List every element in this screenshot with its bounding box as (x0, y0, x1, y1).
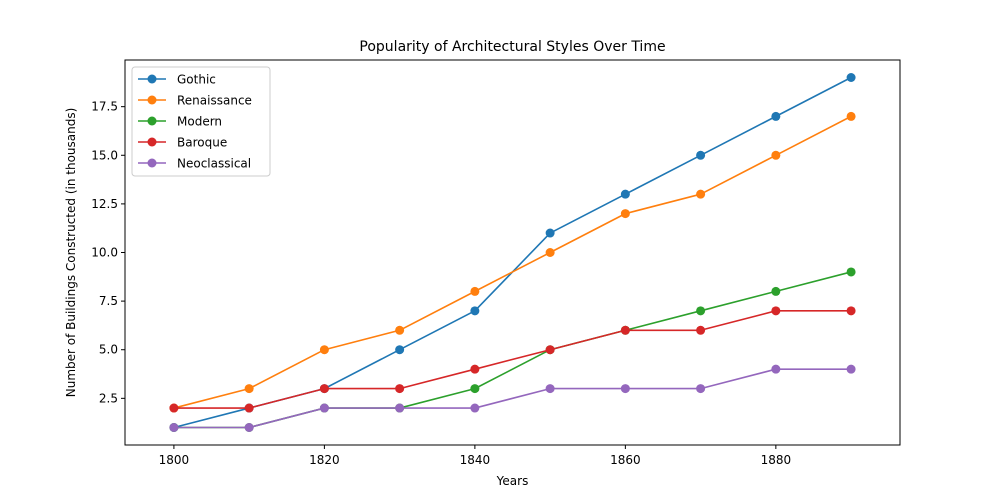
data-point-gothic (846, 73, 856, 82)
series-renaissance (169, 111, 856, 413)
data-point-gothic (470, 306, 480, 316)
data-point-neoclassical (319, 403, 329, 413)
data-point-renaissance (771, 150, 781, 160)
data-point-baroque (620, 325, 630, 335)
legend-item-neoclassical: Neoclassical (138, 157, 251, 171)
data-point-neoclassical (771, 364, 781, 374)
legend-item-modern: Modern (138, 115, 222, 129)
x-tick-label: 1820 (309, 453, 340, 467)
series-baroque (169, 306, 856, 413)
data-point-baroque (846, 306, 856, 316)
series-layer (169, 73, 856, 432)
legend-item-gothic: Gothic (138, 73, 216, 87)
data-point-renaissance (545, 248, 555, 257)
data-point-baroque (244, 403, 254, 413)
data-point-modern (771, 286, 781, 296)
legend-marker (147, 158, 157, 168)
series-line-modern (173, 271, 852, 429)
data-point-baroque (319, 384, 329, 394)
data-point-neoclassical (244, 423, 254, 432)
x-axis: 1800 1820 1840 1860 1880 (159, 445, 791, 467)
data-point-modern (846, 267, 856, 277)
data-point-baroque (696, 325, 706, 335)
legend-label: Gothic (177, 73, 216, 87)
data-point-renaissance (846, 111, 856, 121)
y-tick-label: 2.5 (99, 391, 118, 405)
y-axis: 2.5 5.0 7.5 10.0 12.5 15.0 17.5 (91, 100, 125, 405)
data-point-gothic (696, 150, 706, 160)
data-point-gothic (620, 189, 630, 199)
legend-marker (147, 74, 157, 84)
legend-item-renaissance: Renaissance (138, 94, 252, 108)
series-modern (169, 267, 856, 432)
x-tick-label: 1840 (460, 453, 491, 467)
data-point-renaissance (395, 325, 405, 335)
data-point-renaissance (696, 189, 706, 199)
data-point-neoclassical (620, 384, 630, 394)
data-point-renaissance (470, 286, 480, 296)
data-point-neoclassical (846, 364, 856, 374)
data-point-neoclassical (395, 403, 405, 413)
legend-item-baroque: Baroque (138, 136, 227, 150)
data-point-neoclassical (169, 423, 179, 432)
data-point-modern (470, 384, 480, 394)
series-line-baroque (173, 310, 852, 409)
data-point-renaissance (620, 209, 630, 219)
y-axis-title: Number of Buildings Constructed (in thou… (64, 108, 78, 398)
series-line-neoclassical (173, 368, 852, 429)
legend-marker (147, 116, 157, 126)
series-gothic (169, 73, 856, 432)
legend-marker (147, 137, 157, 147)
legend-label: Renaissance (177, 94, 252, 108)
y-tick-label: 12.5 (91, 197, 118, 211)
y-tick-label: 10.0 (91, 246, 118, 260)
y-tick-label: 17.5 (91, 100, 118, 114)
data-point-renaissance (319, 345, 329, 355)
data-point-baroque (395, 384, 405, 394)
data-point-baroque (545, 345, 555, 355)
data-point-baroque (470, 364, 480, 374)
data-point-modern (696, 306, 706, 316)
legend-box (131, 66, 271, 177)
y-tick-label: 7.5 (99, 294, 118, 308)
x-tick-label: 1800 (159, 453, 190, 467)
x-tick-label: 1860 (610, 453, 641, 467)
series-line-renaissance (173, 115, 852, 409)
x-tick-label: 1880 (761, 453, 792, 467)
data-point-gothic (771, 111, 781, 121)
data-point-baroque (169, 403, 179, 413)
data-point-baroque (771, 306, 781, 316)
data-point-neoclassical (470, 403, 480, 413)
data-point-gothic (395, 345, 405, 355)
data-point-gothic (545, 228, 555, 238)
y-tick-label: 5.0 (99, 343, 118, 357)
legend-label: Neoclassical (177, 157, 251, 171)
x-axis-title: Years (496, 474, 529, 488)
series-neoclassical (169, 364, 856, 432)
legend-label: Modern (177, 115, 222, 129)
data-point-renaissance (244, 384, 254, 394)
legend-marker (147, 95, 157, 105)
legend: Gothic Renaissance Modern Baroque Neoclassic… (131, 66, 271, 177)
data-point-neoclassical (696, 384, 706, 394)
legend-label: Baroque (177, 136, 227, 150)
data-point-neoclassical (545, 384, 555, 394)
chart-title: Popularity of Architectural Styles Over … (359, 39, 665, 55)
y-tick-label: 15.0 (91, 148, 118, 162)
